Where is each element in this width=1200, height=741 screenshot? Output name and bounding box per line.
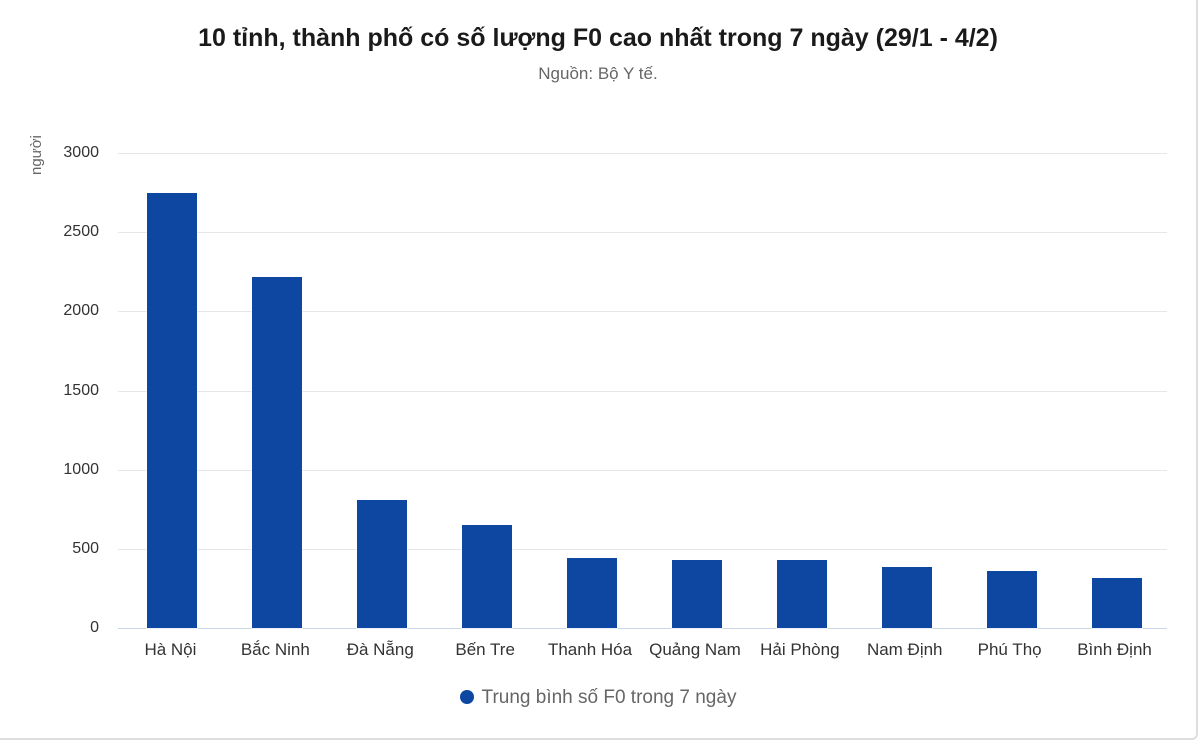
x-tick-label: Quảng Nam — [649, 640, 741, 659]
gridline — [118, 232, 1167, 234]
plot-area — [118, 153, 1167, 629]
x-tick-label: Bến Tre — [455, 640, 515, 659]
x-tick-label: Hải Phòng — [760, 640, 840, 659]
chart-subtitle: Nguồn: Bộ Y tế. — [538, 64, 658, 83]
y-tick-label: 0 — [90, 619, 99, 636]
gridline — [118, 153, 1167, 154]
y-tick-label: 2000 — [63, 302, 99, 320]
y-tick-label: 500 — [72, 539, 99, 557]
x-tick-label: Bình Định — [1077, 640, 1152, 659]
x-axis-line — [118, 628, 1167, 629]
bar[interactable] — [881, 566, 932, 628]
x-tick-label: Nam Định — [866, 640, 943, 659]
gridline — [118, 311, 1167, 313]
y-tick-label: 1500 — [63, 381, 99, 399]
bar[interactable] — [671, 559, 722, 628]
legend-label: Trung bình số F0 trong 7 ngày — [481, 687, 737, 708]
y-tick-label: 1000 — [63, 460, 99, 478]
gridline — [118, 390, 1167, 392]
bar[interactable] — [986, 571, 1037, 628]
legend-item[interactable]: Trung bình số F0 trong 7 ngày — [0, 687, 1196, 709]
x-axis-labels: Hà Nội Bắc Ninh Đà Nẵng Bến Tre Thanh Hóa Quả… — [118, 640, 1167, 664]
x-tick-label: Đà Nẵng — [346, 640, 414, 659]
x-tick-label: Phú Thọ — [977, 640, 1042, 659]
y-tick-label: 2500 — [63, 223, 99, 241]
y-axis-ticks: 0 500 1000 1500 2000 2500 3000 — [0, 144, 1200, 636]
x-tick-label: Hà Nội — [144, 640, 197, 659]
bar[interactable] — [462, 525, 513, 628]
gridline — [118, 548, 1167, 550]
bar[interactable] — [1091, 578, 1142, 628]
y-tick-label: 3000 — [63, 144, 99, 161]
x-tick-label: Bắc Ninh — [240, 640, 310, 659]
bar[interactable] — [252, 276, 303, 628]
legend-marker-icon — [459, 690, 474, 704]
x-tick-label: Thanh Hóa — [547, 640, 633, 659]
bar[interactable] — [357, 499, 408, 628]
chart-title: 10 tỉnh, thành phố có số lượng F0 cao nh… — [198, 24, 998, 52]
bar[interactable] — [147, 192, 198, 628]
gridline — [118, 469, 1167, 471]
bar[interactable] — [567, 558, 618, 628]
bar[interactable] — [776, 559, 827, 628]
